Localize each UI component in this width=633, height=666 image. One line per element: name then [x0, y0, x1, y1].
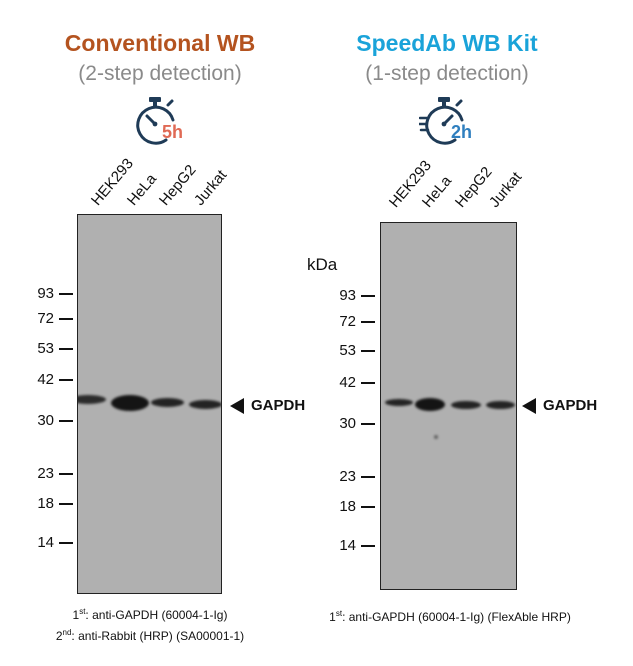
kda-label: kDa: [307, 255, 338, 274]
stopwatch-icon: [419, 97, 464, 145]
tick: [59, 420, 73, 422]
tick: [59, 318, 73, 320]
marker-18: 18: [339, 498, 356, 515]
left-timer-label: 5h: [162, 122, 184, 142]
left-footnote-1-num: 1: [72, 608, 80, 622]
tick: [361, 321, 375, 323]
tick: [361, 476, 375, 478]
tick: [361, 382, 375, 384]
lane-label-hela: HeLa: [123, 170, 161, 209]
right-band-hepg2: [451, 401, 481, 409]
tick: [361, 506, 375, 508]
right-band-jurkat: [486, 401, 515, 409]
arrow-left-icon: [522, 397, 536, 414]
right-gapdh-text: GAPDH: [543, 397, 598, 414]
marker-14: 14: [37, 534, 54, 551]
tick: [361, 295, 375, 297]
left-band-hepg2: [151, 398, 184, 407]
right-blot-speck: [434, 435, 438, 439]
marker-14: 14: [339, 537, 356, 554]
right-blot-image: [380, 222, 517, 590]
left-title: Conventional WB: [64, 30, 256, 56]
left-blot-image: [77, 214, 222, 594]
marker-30: 30: [37, 412, 54, 429]
marker-42: 42: [37, 371, 54, 388]
left-footnote-1-text: : anti-GAPDH (60004-1-Ig): [85, 608, 228, 622]
marker-72: 72: [37, 310, 54, 327]
tick: [361, 350, 375, 352]
stopwatch-icon: [136, 97, 175, 145]
marker-53: 53: [339, 342, 356, 359]
marker-42: 42: [339, 374, 356, 391]
left-band-hela: [111, 395, 149, 411]
lane-label-hepg2: HepG2: [155, 161, 200, 209]
tick: [59, 348, 73, 350]
tick: [361, 545, 375, 547]
tick: [59, 473, 73, 475]
marker-93: 93: [339, 287, 356, 304]
left-footnote-2-num: 2: [55, 629, 63, 643]
right-footnote-1-text: : anti-GAPDH (60004-1-Ig) (FlexAble HRP): [342, 610, 571, 624]
right-band-hela: [415, 398, 445, 411]
tick: [59, 379, 73, 381]
left-footnote-2-sup: nd: [62, 628, 72, 637]
left-band-jurkat: [189, 400, 221, 409]
right-footnote-1-num: 1: [329, 610, 336, 624]
left-footnote: 1st: anti-GAPDH (60004-1-Ig) 2nd: anti-R…: [30, 603, 270, 645]
right-footnote: 1st: anti-GAPDH (60004-1-Ig) (FlexAble H…: [300, 605, 600, 626]
marker-18: 18: [37, 495, 54, 512]
marker-53: 53: [37, 340, 54, 357]
left-gapdh-text: GAPDH: [251, 397, 306, 414]
right-gapdh-label: GAPDH: [522, 397, 597, 414]
right-band-hek293: [385, 399, 413, 406]
marker-23: 23: [37, 465, 54, 482]
marker-23: 23: [339, 468, 356, 485]
left-footnote-1-sup: st: [79, 607, 86, 616]
arrow-left-icon: [230, 397, 244, 414]
right-timer-label: 2h: [451, 122, 473, 142]
marker-72: 72: [339, 313, 356, 330]
left-band-hek293: [78, 395, 106, 404]
right-subtitle: (1-step detection): [365, 62, 529, 85]
tick: [59, 503, 73, 505]
tick: [59, 293, 73, 295]
marker-30: 30: [339, 415, 356, 432]
left-gapdh-label: GAPDH: [230, 397, 305, 414]
right-title: SpeedAb WB Kit: [356, 30, 538, 56]
tick: [361, 423, 375, 425]
lane-label-hepg2: HepG2: [451, 163, 496, 211]
left-footnote-2-text: : anti-Rabbit (HRP) (SA00001-1): [71, 629, 245, 643]
marker-93: 93: [37, 285, 54, 302]
tick: [59, 542, 73, 544]
left-subtitle: (2-step detection): [78, 62, 242, 85]
right-footnote-1-sup: st: [335, 609, 343, 618]
